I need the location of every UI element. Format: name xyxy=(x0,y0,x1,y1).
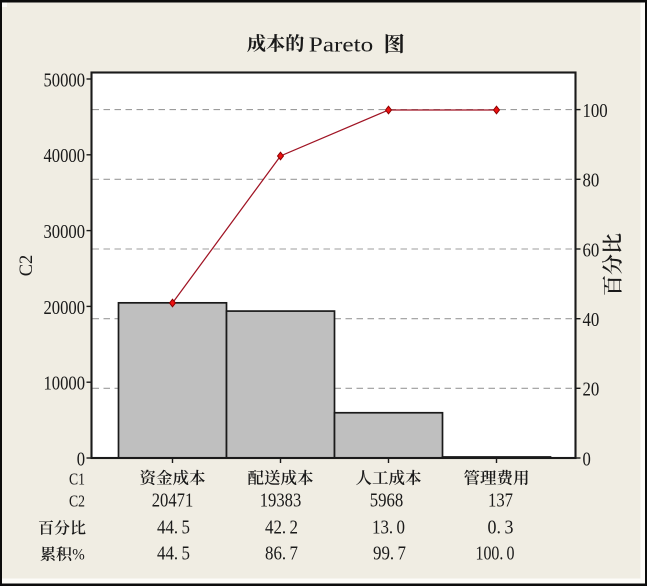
svg-text:40000: 40000 xyxy=(44,145,86,167)
svg-text:10000: 10000 xyxy=(44,373,86,395)
svg-text:0. 3: 0. 3 xyxy=(488,516,514,538)
svg-text:40: 40 xyxy=(583,309,600,331)
svg-text:5968: 5968 xyxy=(370,489,404,511)
svg-text:C2: C2 xyxy=(69,492,85,511)
svg-text:44. 5: 44. 5 xyxy=(157,516,190,538)
svg-text:13. 0: 13. 0 xyxy=(372,516,405,538)
svg-text:100. 0: 100. 0 xyxy=(476,542,515,564)
svg-text:80: 80 xyxy=(583,170,600,192)
svg-text:20: 20 xyxy=(583,379,600,401)
svg-text:%: % xyxy=(72,546,85,563)
svg-text:86. 7: 86. 7 xyxy=(265,542,298,564)
svg-text:C2: C2 xyxy=(17,255,37,277)
svg-text:60: 60 xyxy=(583,239,600,261)
svg-text:0: 0 xyxy=(77,448,85,470)
svg-text:44. 5: 44. 5 xyxy=(157,542,190,564)
svg-text:0: 0 xyxy=(583,448,591,470)
svg-text:30000: 30000 xyxy=(44,221,86,243)
svg-text:Pareto: Pareto xyxy=(309,32,373,56)
svg-text:100: 100 xyxy=(583,100,608,122)
svg-text:20471: 20471 xyxy=(152,489,194,511)
svg-text:137: 137 xyxy=(488,489,513,511)
svg-text:50000: 50000 xyxy=(44,69,86,91)
svg-text:19383: 19383 xyxy=(260,489,302,511)
svg-text:C1: C1 xyxy=(69,470,85,489)
svg-text:42. 2: 42. 2 xyxy=(265,516,298,538)
svg-text:99. 7: 99. 7 xyxy=(373,542,406,564)
svg-text:20000: 20000 xyxy=(44,297,86,319)
